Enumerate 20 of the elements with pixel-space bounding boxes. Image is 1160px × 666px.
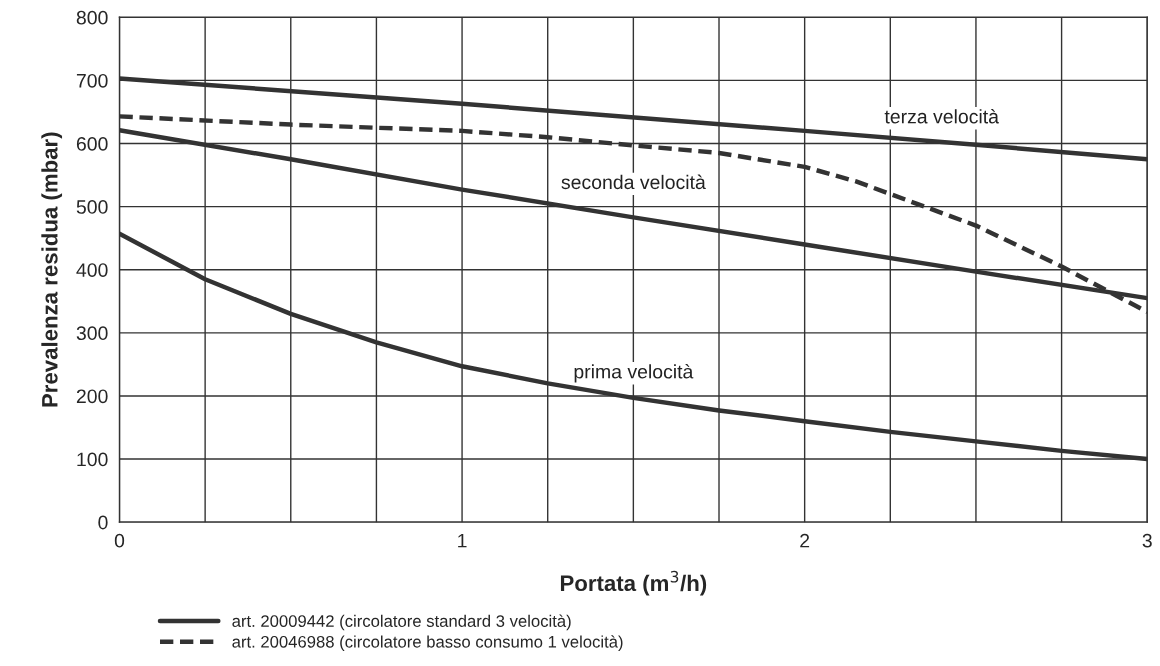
- annotation: prima velocità: [574, 364, 694, 383]
- y-tick-label: 700: [76, 73, 108, 88]
- y-axis-title: Prevalenza residua (mbar): [41, 132, 63, 407]
- x-tick-label: 0: [114, 533, 125, 548]
- annotation: seconda velocità: [561, 174, 706, 190]
- legend-label: art. 20009442 (circolatore standard 3 velocità): [232, 614, 571, 631]
- y-tick-label: 600: [76, 136, 108, 151]
- y-tick-label: 500: [76, 200, 108, 214]
- x-tick-label: 3: [1142, 533, 1152, 548]
- x-axis-title: Portata (m$^{3}$/h): [560, 570, 707, 596]
- y-tick-label: 400: [76, 263, 108, 277]
- x-tick-label: 1: [458, 533, 467, 548]
- y-tick-label: 300: [76, 326, 108, 341]
- legend-label: art. 20046988 (circolatore basso consumo 1 velocità): [232, 635, 623, 651]
- y-tick-label: 800: [76, 10, 108, 25]
- y-tick-label: 100: [77, 452, 108, 467]
- x-tick-label: 2: [800, 533, 810, 548]
- y-tick-label: 0: [98, 515, 108, 530]
- annotation: terza velocità: [884, 108, 999, 124]
- y-tick-label: 200: [76, 389, 108, 404]
